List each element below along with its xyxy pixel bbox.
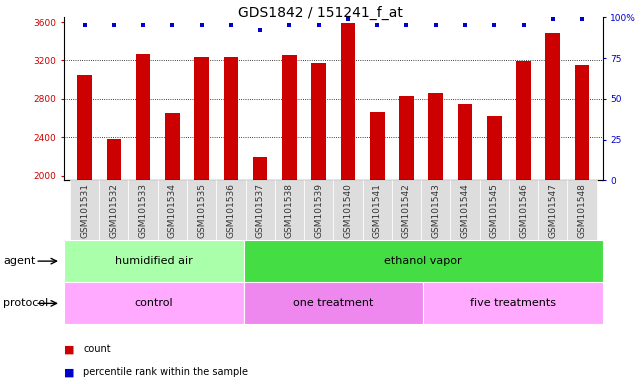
Bar xyxy=(244,240,603,282)
Bar xyxy=(421,180,451,240)
Text: control: control xyxy=(135,298,173,308)
Bar xyxy=(509,180,538,240)
Text: ethanol vapor: ethanol vapor xyxy=(384,256,462,266)
Bar xyxy=(340,23,355,180)
Bar xyxy=(575,65,589,180)
Bar xyxy=(479,180,509,240)
Text: percentile rank within the sample: percentile rank within the sample xyxy=(83,367,248,377)
Text: GSM101534: GSM101534 xyxy=(168,184,177,238)
Text: GSM101538: GSM101538 xyxy=(285,184,294,238)
Bar xyxy=(370,113,385,180)
Text: GSM101545: GSM101545 xyxy=(490,184,499,238)
Text: ■: ■ xyxy=(64,367,74,377)
Bar xyxy=(282,55,297,180)
Text: one treatment: one treatment xyxy=(293,298,374,308)
Text: GSM101543: GSM101543 xyxy=(431,184,440,238)
Bar xyxy=(70,180,99,240)
Text: GSM101546: GSM101546 xyxy=(519,184,528,238)
Text: GSM101548: GSM101548 xyxy=(578,184,587,238)
Bar xyxy=(128,180,158,240)
Bar xyxy=(99,180,128,240)
Text: five treatments: five treatments xyxy=(470,298,556,308)
Text: GSM101533: GSM101533 xyxy=(138,184,147,238)
Text: GSM101536: GSM101536 xyxy=(226,184,235,238)
Bar xyxy=(333,180,363,240)
Bar xyxy=(216,180,246,240)
Bar xyxy=(187,180,216,240)
Bar xyxy=(78,75,92,180)
Bar xyxy=(423,282,603,324)
Bar xyxy=(487,116,501,180)
Text: protocol: protocol xyxy=(3,298,49,308)
Bar xyxy=(106,139,121,180)
Bar xyxy=(451,180,479,240)
Bar xyxy=(64,282,244,324)
Text: GDS1842 / 151241_f_at: GDS1842 / 151241_f_at xyxy=(238,6,403,20)
Text: ■: ■ xyxy=(64,344,74,354)
Bar xyxy=(158,180,187,240)
Bar xyxy=(392,180,421,240)
Bar xyxy=(399,96,414,180)
Text: count: count xyxy=(83,344,111,354)
Text: GSM101547: GSM101547 xyxy=(548,184,557,238)
Bar xyxy=(246,180,275,240)
Text: GSM101539: GSM101539 xyxy=(314,184,323,238)
Bar xyxy=(136,54,151,180)
Text: GSM101540: GSM101540 xyxy=(344,184,353,238)
Text: GSM101531: GSM101531 xyxy=(80,184,89,238)
Text: GSM101535: GSM101535 xyxy=(197,184,206,238)
Bar xyxy=(304,180,333,240)
Bar xyxy=(275,180,304,240)
Text: GSM101542: GSM101542 xyxy=(402,184,411,238)
Bar xyxy=(253,157,267,180)
Text: GSM101537: GSM101537 xyxy=(256,184,265,238)
Bar xyxy=(538,180,567,240)
Text: GSM101541: GSM101541 xyxy=(372,184,381,238)
Bar xyxy=(165,113,179,180)
Bar xyxy=(545,33,560,180)
Bar xyxy=(428,93,443,180)
Text: GSM101532: GSM101532 xyxy=(110,184,119,238)
Bar xyxy=(194,57,209,180)
Text: humidified air: humidified air xyxy=(115,256,193,266)
Text: GSM101544: GSM101544 xyxy=(460,184,469,238)
Bar xyxy=(64,240,244,282)
Bar xyxy=(244,282,423,324)
Bar xyxy=(363,180,392,240)
Bar xyxy=(516,61,531,180)
Text: agent: agent xyxy=(3,256,36,266)
Bar xyxy=(224,57,238,180)
Bar xyxy=(458,104,472,180)
Bar xyxy=(312,63,326,180)
Bar xyxy=(567,180,597,240)
